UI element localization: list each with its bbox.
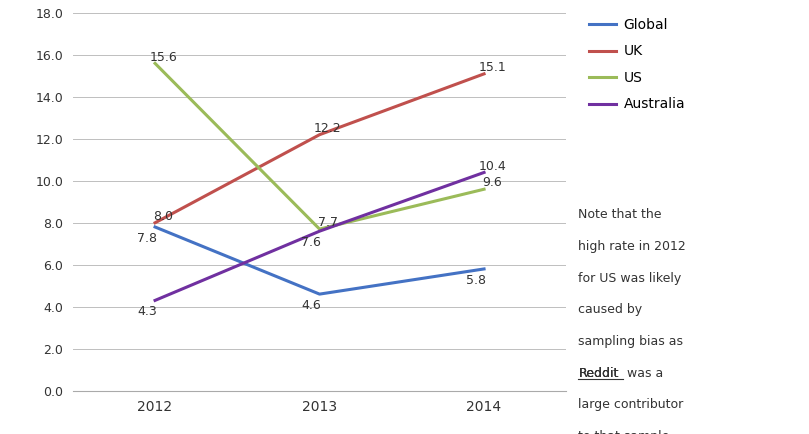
Text: large contributor: large contributor [578, 398, 684, 411]
Text: 12.2: 12.2 [314, 122, 341, 135]
Text: sampling bias as: sampling bias as [578, 335, 684, 348]
US [315, 227, 324, 232]
US [479, 187, 489, 192]
Australia [479, 170, 489, 175]
Text: 8.0: 8.0 [153, 210, 173, 223]
Text: for US was likely: for US was likely [578, 272, 682, 285]
UK [479, 71, 489, 76]
Text: caused by: caused by [578, 303, 642, 316]
Global [150, 224, 160, 230]
Global [479, 266, 489, 272]
Text: 5.8: 5.8 [466, 274, 486, 287]
Text: Reddit: Reddit [578, 367, 619, 380]
Text: was a: was a [623, 367, 663, 380]
Global [315, 292, 324, 297]
Text: Reddit: Reddit [578, 367, 619, 380]
Text: 7.7: 7.7 [318, 216, 338, 229]
UK [315, 132, 324, 137]
Line: UK: UK [155, 74, 484, 223]
Text: 4.6: 4.6 [302, 299, 321, 312]
Text: Note that the: Note that the [578, 208, 662, 221]
US [150, 61, 160, 66]
Text: 15.1: 15.1 [478, 61, 506, 74]
Text: Reddit: Reddit [578, 367, 619, 380]
Text: 10.4: 10.4 [478, 160, 506, 173]
Australia [315, 229, 324, 234]
Australia [150, 298, 160, 303]
Line: Global: Global [155, 227, 484, 294]
Line: Australia: Australia [155, 172, 484, 300]
Line: US: US [155, 63, 484, 229]
Text: high rate in 2012: high rate in 2012 [578, 240, 686, 253]
Text: 7.8: 7.8 [137, 232, 157, 245]
UK [150, 220, 160, 225]
Text: to that sample.: to that sample. [578, 430, 674, 434]
Legend: Global, UK, US, Australia: Global, UK, US, Australia [583, 13, 691, 117]
Text: 7.6: 7.6 [302, 236, 321, 249]
Text: 4.3: 4.3 [137, 306, 157, 319]
Text: 15.6: 15.6 [150, 51, 177, 63]
Text: 9.6: 9.6 [482, 177, 502, 189]
